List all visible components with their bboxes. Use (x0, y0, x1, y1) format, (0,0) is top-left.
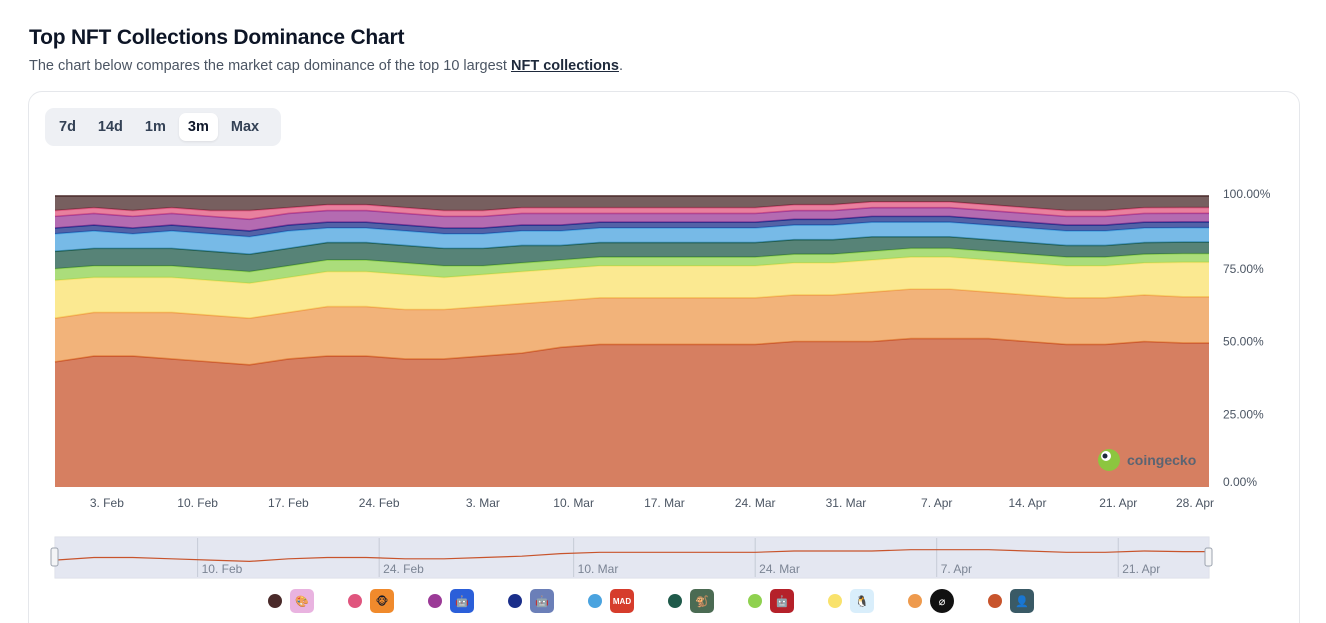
x-tick-label: 24. Feb (359, 496, 400, 510)
legend-color-dot (748, 594, 762, 608)
page-subtitle: The chart below compares the market cap … (29, 58, 623, 74)
collection-thumbnail-icon: ⌀ (930, 589, 954, 613)
x-tick-label: 31. Mar (826, 496, 867, 510)
collection-thumbnail-icon: 👤 (1010, 589, 1034, 613)
x-tick-label: 17. Feb (268, 496, 309, 510)
area-series-9[interactable] (55, 201, 1209, 220)
legend-item-10[interactable]: 👤 (988, 589, 1068, 613)
time-range-selector: 7d 14d 1m 3m Max (45, 108, 281, 146)
y-tick-label: 25.00% (1223, 407, 1264, 421)
legend-color-dot (908, 594, 922, 608)
range-button-7d[interactable]: 7d (50, 113, 85, 141)
page-title: Top NFT Collections Dominance Chart (29, 26, 405, 49)
x-tick-label: 10. Mar (553, 496, 594, 510)
legend-color-dot (588, 594, 602, 608)
range-button-14d[interactable]: 14d (89, 113, 132, 141)
y-axis: 0.00% 25.00% 50.00% 75.00% 100.00% (1223, 187, 1271, 489)
x-axis: 3. Feb 10. Feb 17. Feb 24. Feb 3. Mar 10. Mar… (90, 496, 1214, 510)
subtitle-suffix: . (618, 58, 623, 74)
nft-collections-link[interactable]: NFT collections (510, 58, 619, 74)
legend-color-dot (428, 594, 442, 608)
collection-thumbnail-icon: 🤖 (530, 589, 554, 613)
x-tick-label: 3. Mar (466, 496, 500, 510)
collection-thumbnail-icon: 🤖 (450, 589, 474, 613)
x-tick-label: 3. Feb (90, 496, 124, 510)
area-series-2[interactable] (55, 289, 1209, 365)
collection-thumbnail-icon: 🐵 (370, 589, 394, 613)
legend-color-dot (268, 594, 282, 608)
y-tick-label: 50.00% (1223, 335, 1264, 349)
y-tick-label: 75.00% (1223, 262, 1264, 276)
area-series-6[interactable] (55, 222, 1209, 255)
navigator-left-handle[interactable] (50, 547, 59, 567)
area-series-group (54, 195, 1209, 487)
legend-item-5[interactable]: MAD (588, 589, 668, 613)
legend-color-dot (988, 594, 1002, 608)
subtitle-text: The chart below compares the market cap … (29, 58, 511, 74)
y-tick-label: 0.00% (1223, 475, 1257, 489)
legend-item-4[interactable]: 🤖 (508, 589, 588, 613)
legend-color-dot (668, 594, 682, 608)
coingecko-logo-pupil (1102, 453, 1108, 459)
x-tick-label: 10. Feb (177, 496, 218, 510)
range-button-1m[interactable]: 1m (136, 113, 175, 141)
coingecko-watermark: coingecko (1098, 449, 1196, 471)
x-tick-label: 7. Apr (921, 496, 952, 510)
legend-item-6[interactable]: 🐒 (668, 589, 748, 613)
area-series-1[interactable] (55, 338, 1209, 487)
navigator-selection[interactable] (55, 537, 1209, 578)
legend-color-dot (348, 594, 362, 608)
x-tick-label: 14. Apr (1008, 496, 1046, 510)
navigator-tick-label: 24. Mar (759, 562, 800, 576)
collection-thumbnail-icon: 🤖 (770, 589, 794, 613)
range-button-max[interactable]: Max (222, 113, 268, 141)
legend-item-2[interactable]: 🐵 (348, 589, 428, 613)
navigator-tick-label: 7. Apr (941, 562, 972, 576)
x-tick-label: 28. Apr (1176, 496, 1214, 510)
navigator-grid: 10. Feb 24. Feb 10. Mar 24. Mar 7. Apr 21. Ap… (197, 538, 1160, 577)
navigator-tick-label: 24. Feb (383, 562, 424, 576)
legend-item-9[interactable]: ⌀ (908, 589, 988, 613)
area-series-5[interactable] (55, 236, 1209, 272)
area-series-10[interactable] (55, 196, 1209, 211)
navigator-line (54, 549, 1209, 563)
chart-legend: 🎨 🐵 🤖 🤖 MAD 🐒 🤖 🐧 ⌀ 👤 (268, 587, 1068, 615)
navigator-tick-label: 10. Mar (578, 562, 619, 576)
navigator-right-handle[interactable] (1204, 547, 1213, 567)
legend-color-dot (828, 594, 842, 608)
watermark-text: coingecko (1127, 452, 1196, 468)
legend-item-7[interactable]: 🤖 (748, 589, 828, 613)
collection-thumbnail-icon: 🐒 (690, 589, 714, 613)
area-series-4[interactable] (55, 248, 1209, 284)
range-button-3m[interactable]: 3m (178, 113, 218, 141)
legend-color-dot (508, 594, 522, 608)
collection-thumbnail-icon: 🐧 (850, 589, 874, 613)
legend-item-1[interactable]: 🎨 (268, 589, 348, 613)
collection-thumbnail-icon: MAD (610, 589, 634, 613)
navigator-tick-label: 21. Apr (1122, 562, 1160, 576)
legend-item-3[interactable]: 🤖 (428, 589, 508, 613)
legend-item-8[interactable]: 🐧 (828, 589, 908, 613)
x-tick-label: 21. Apr (1099, 496, 1137, 510)
area-series-8[interactable] (55, 207, 1209, 231)
x-tick-label: 24. Mar (735, 496, 776, 510)
x-tick-label: 17. Mar (644, 496, 685, 510)
area-series-7[interactable] (55, 216, 1209, 237)
y-tick-label: 100.00% (1223, 187, 1271, 201)
collection-thumbnail-icon: 🎨 (290, 589, 314, 613)
navigator-tick-label: 10. Feb (202, 562, 243, 576)
range-navigator[interactable]: 10. Feb 24. Feb 10. Mar 24. Mar 7. Apr 21. Ap… (50, 536, 1213, 579)
